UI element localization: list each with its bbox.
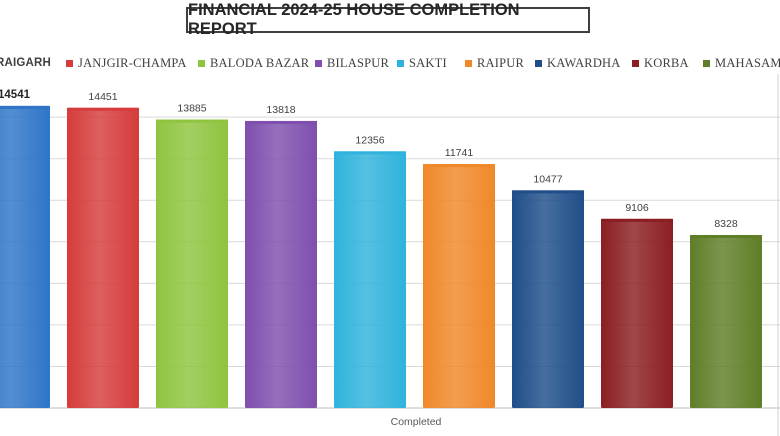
data-label: 13885 (177, 103, 206, 115)
bar-janjgir-champa (67, 107, 139, 409)
x-axis-label: Completed (391, 416, 442, 428)
legend-swatch (66, 59, 73, 67)
bar-cap (156, 119, 228, 123)
data-label: 9106 (625, 202, 649, 214)
legend-swatch (703, 59, 710, 67)
data-label: 8328 (714, 218, 738, 230)
bar-cap (512, 190, 584, 194)
legend-item: RAIGARH (0, 54, 51, 72)
bar-cap (67, 107, 139, 111)
data-label: 13818 (266, 104, 295, 116)
legend-label: RAIPUR (477, 55, 525, 70)
bar-cap (0, 105, 50, 109)
legend-swatch (632, 59, 639, 67)
chart-legend: RAIGARH JANJGIR-CHAMPA BALODA BAZAR BILASPU… (0, 54, 780, 72)
bar-kawardha (512, 190, 584, 408)
bar-cap (690, 234, 762, 238)
legend-item: KAWARDHA (535, 54, 621, 72)
data-label: 14451 (88, 91, 117, 103)
bar-raipur (423, 164, 495, 408)
bar-cap (423, 164, 495, 168)
legend-swatch (397, 59, 404, 67)
legend-label: MAHASAMUND (715, 55, 780, 70)
bar-cap (245, 120, 317, 124)
legend-label: BALODA BAZAR (210, 55, 310, 70)
legend-label: SAKTI (409, 55, 447, 70)
bar-cap (601, 218, 673, 222)
data-label: 11741 (445, 147, 474, 159)
legend-label: KORBA (644, 55, 689, 70)
bar-cap (334, 151, 406, 155)
legend-swatch (535, 59, 542, 67)
bar-raigarh (0, 105, 50, 408)
legend-item: SAKTI (397, 54, 447, 72)
legend-swatch (198, 59, 205, 67)
data-label: 12356 (355, 134, 384, 146)
bar-baloda-bazar (156, 119, 228, 408)
legend-item: BILASPUR (315, 54, 389, 72)
bar-sakti (334, 151, 406, 408)
legend-label: KAWARDHA (547, 55, 621, 70)
legend-item: BALODA BAZAR (198, 54, 309, 72)
data-label: 14541 (0, 89, 31, 101)
bar-mahasamund (690, 234, 762, 408)
legend-label: RAIGARH (0, 57, 52, 69)
data-label: 10477 (533, 173, 562, 185)
legend-swatch (315, 59, 322, 67)
bar-korba (601, 218, 673, 408)
legend-label: BILASPUR (327, 55, 390, 70)
legend-label: JANJGIR-CHAMPA (78, 55, 187, 70)
legend-item: RAIPUR (465, 54, 524, 72)
legend-item: MAHASAMUND (703, 54, 780, 72)
legend-item: KORBA (632, 54, 689, 72)
legend-item: JANJGIR-CHAMPA (66, 54, 187, 72)
bar-bilaspur (245, 120, 317, 408)
legend-swatch (465, 59, 472, 67)
